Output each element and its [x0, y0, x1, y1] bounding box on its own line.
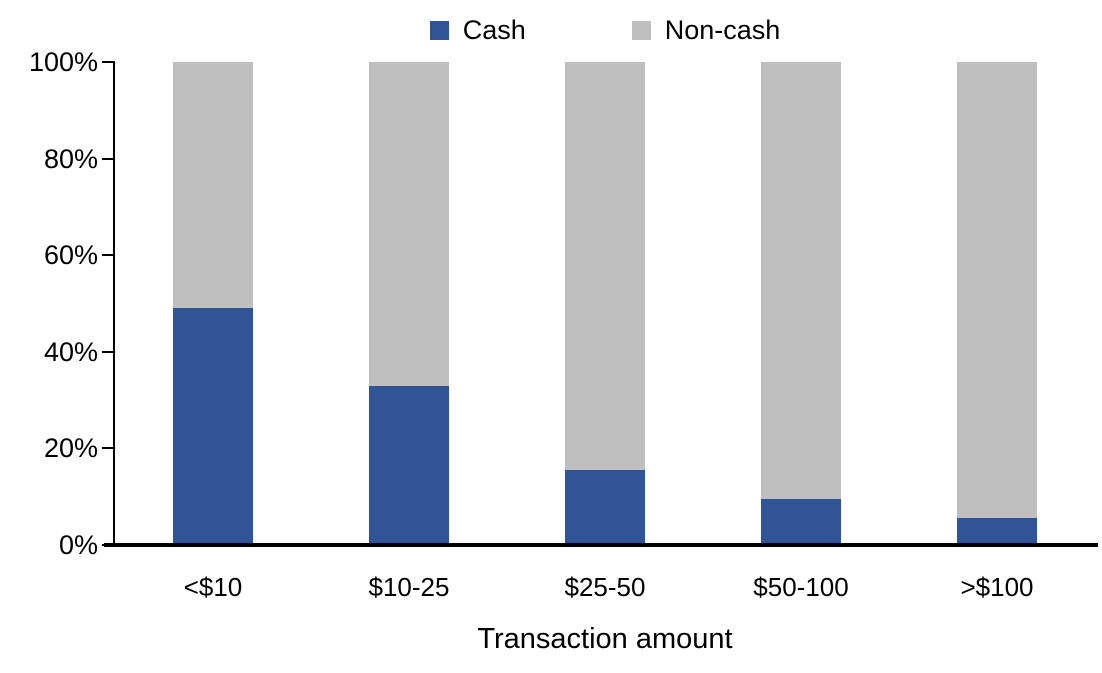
- bar-stack: [565, 62, 645, 545]
- bar-group-50-100: [703, 62, 899, 545]
- bar-stack: [369, 62, 449, 545]
- bars-container: [115, 62, 1095, 545]
- bar-segment-non-cash: [761, 62, 841, 500]
- bar-stack: [761, 62, 841, 545]
- legend-item-non-cash: Non-cash: [631, 14, 781, 45]
- bar-segment-cash: [565, 470, 645, 545]
- bar-segment-non-cash: [369, 62, 449, 386]
- y-tick-label: 100%: [28, 47, 98, 77]
- bar-stack: [957, 62, 1037, 545]
- legend-swatch-non-cash: [631, 20, 651, 40]
- y-tick-mark: [102, 447, 114, 450]
- y-tick-label: 0%: [58, 530, 98, 560]
- x-axis-title: Transaction amount: [477, 623, 733, 655]
- y-axis-line: [113, 61, 115, 545]
- bar-group-100: [899, 62, 1095, 545]
- bar-segment-cash: [957, 518, 1037, 545]
- x-tick-label-100: >$100: [960, 572, 1034, 602]
- bar-segment-non-cash: [173, 62, 253, 309]
- bar-group-25-50: [507, 62, 703, 545]
- y-tick-label: 60%: [43, 240, 98, 271]
- bar-segment-cash: [173, 308, 253, 545]
- legend-label: Non-cash: [664, 14, 781, 45]
- legend-label: Cash: [462, 14, 526, 45]
- x-tick-label-10-25: $10-25: [368, 572, 450, 602]
- y-tick-mark: [102, 157, 114, 160]
- bar-segment-non-cash: [957, 62, 1037, 519]
- y-tick-mark: [102, 61, 114, 63]
- bar-segment-cash: [761, 499, 841, 545]
- bar-segment-non-cash: [565, 62, 645, 471]
- bar-stack: [173, 62, 253, 545]
- x-tick-label-25-50: $25-50: [564, 572, 646, 602]
- y-tick-mark: [102, 254, 114, 257]
- x-tick-label-10: <$10: [183, 572, 243, 602]
- bar-group-10: [115, 62, 311, 545]
- legend: Cash Non-cash: [115, 10, 1095, 50]
- legend-item-cash: Cash: [429, 14, 526, 45]
- bar-segment-cash: [369, 385, 449, 545]
- x-axis-line: [104, 543, 1098, 547]
- y-tick-mark: [102, 544, 114, 546]
- y-tick-label: 80%: [43, 143, 98, 174]
- bar-group-10-25: [311, 62, 507, 545]
- y-tick-label: 20%: [43, 433, 98, 464]
- plot-area: [115, 62, 1095, 545]
- y-tick-mark: [102, 350, 114, 353]
- x-tick-label-50-100: $50-100: [753, 572, 849, 602]
- y-tick-label: 40%: [43, 336, 98, 367]
- legend-swatch-cash: [429, 20, 449, 40]
